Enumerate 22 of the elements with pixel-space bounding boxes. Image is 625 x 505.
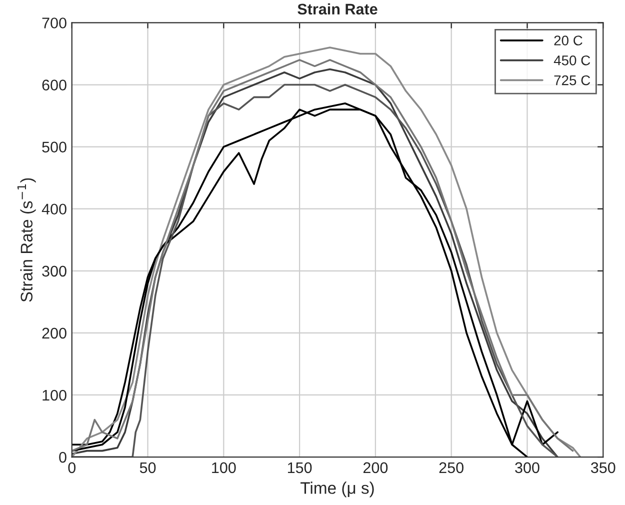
x-axis-title: Time (μ s): [300, 482, 374, 498]
y-tick-label: 0: [59, 452, 66, 463]
y-tick-label: 100: [42, 390, 66, 401]
y-tick-label: 400: [42, 204, 66, 215]
x-tick-label: 50: [140, 462, 156, 474]
x-tick-label: 250: [439, 462, 464, 474]
chart-title: Strain Rate: [298, 3, 378, 15]
y-tick-label: 500: [42, 142, 66, 152]
x-tick-label: 350: [590, 462, 616, 474]
y-tick-label: 700: [42, 18, 66, 28]
y-tick-label: 200: [42, 328, 66, 339]
x-tick-label: 0: [68, 462, 76, 474]
y-axis-title: Strain Rate (s$^{−1}$): [17, 178, 36, 302]
x-tick-label: 150: [288, 462, 312, 474]
legend-label: 20 C: [554, 36, 582, 46]
x-tick-label: 300: [515, 462, 540, 474]
x-tick-label: 200: [363, 462, 388, 474]
legend-label: 450 C: [554, 55, 590, 66]
x-tick-label: 100: [212, 462, 236, 474]
y-tick-label: 600: [42, 80, 66, 90]
y-tick-label: 300: [42, 266, 66, 277]
legend-label: 725 C: [554, 75, 590, 86]
